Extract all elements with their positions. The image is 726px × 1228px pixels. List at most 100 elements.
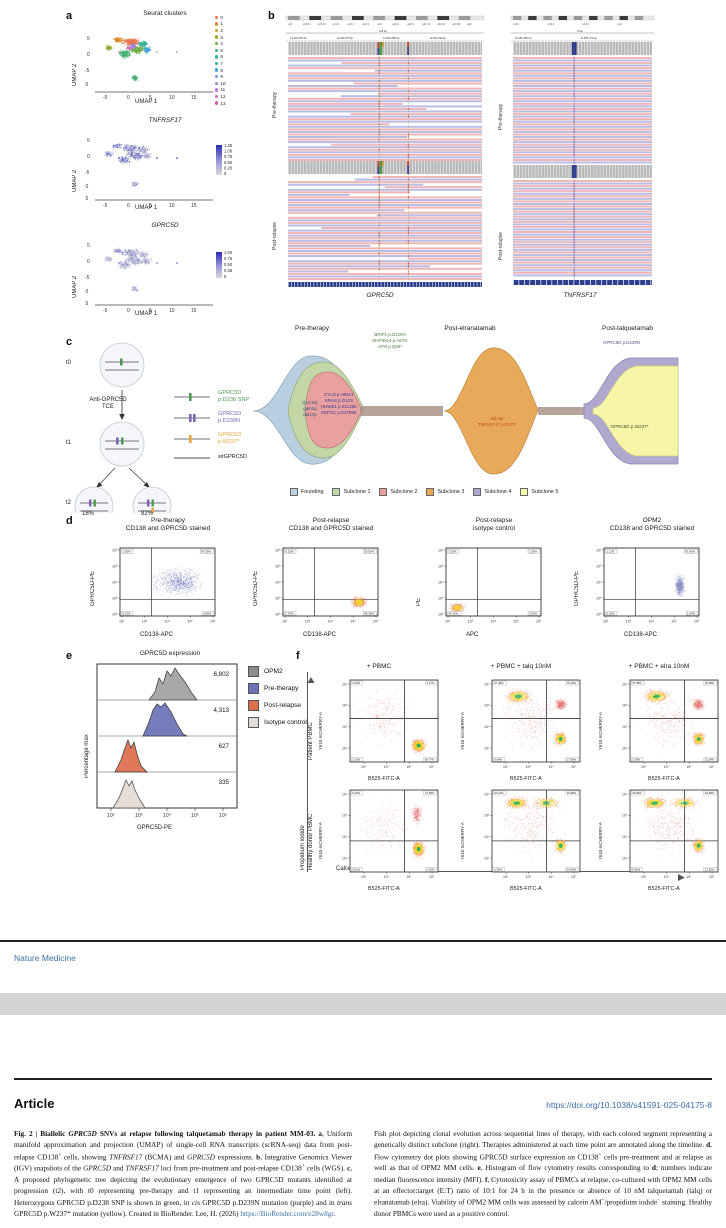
umap-legend-item[interactable]: 4	[215, 40, 249, 47]
umap-gprc5d-title: GPRC5D	[151, 222, 179, 229]
cytotox-xtick: 10⁶	[406, 765, 412, 769]
caption-column-2: Fish plot depicting clonal evolution acr…	[374, 1128, 712, 1219]
annot-founding-2: del17p	[303, 411, 317, 417]
doi-link[interactable]: https://doi.org/10.1038/s41591-025-04175…	[546, 1100, 712, 1110]
tree-legend-item: GPRC5D p.D238 SNP	[172, 390, 249, 404]
cytotox-xlabel: B525-FITC-A	[510, 886, 542, 892]
annot-founding-1: gain1q	[303, 405, 317, 411]
dotplot-title: OPM2 CD138 and GPRC5D stained	[582, 517, 722, 533]
dotplot-ytick: 10⁴	[596, 580, 602, 584]
dotplot-title-line1: OPM2	[642, 517, 662, 524]
legend-dot-icon	[215, 88, 219, 92]
tree-legend-label: GPRC5D	[218, 410, 242, 417]
igv-tnfrsf17-row-pre: Pre-therapy	[498, 103, 504, 130]
colorbar-tick: 1.25	[224, 143, 233, 148]
svg-text:-5: -5	[85, 275, 90, 281]
allele-glyph-icon	[174, 434, 210, 443]
umap-tnfrsf17-plot: -5 0 5 10 15 5 0 -5 -10 -15	[85, 138, 213, 208]
umap-legend-item[interactable]: 12	[215, 93, 249, 100]
caption-link[interactable]: https://BioRender.com/e28w8gr	[240, 1208, 334, 1218]
cytotox-row-title: Patient PBMC	[308, 722, 314, 760]
cytotox-ytick: 10⁴	[622, 725, 628, 729]
umap-legend-label: 3	[220, 34, 223, 40]
hist-legend-swatch-icon	[248, 717, 259, 728]
quadrant-percent: 0.55%	[529, 612, 538, 616]
cytotox-ytick: 10⁴	[484, 725, 490, 729]
umap-legend-item[interactable]: 7	[215, 60, 249, 67]
caption-italic: TNFRSF17	[125, 1163, 159, 1173]
journal-name[interactable]: Nature Medicine	[14, 953, 76, 963]
dotplot-title-line1: Post-relapse	[475, 517, 513, 524]
umap-legend-item[interactable]: 5	[215, 47, 249, 54]
caption-superscript: +	[58, 1151, 62, 1158]
svg-text:0: 0	[87, 259, 90, 265]
dotplot-xtick: 10²	[282, 619, 288, 623]
colorbar-tick: 1.00	[224, 250, 233, 255]
cytotox-xtick: 10⁴	[641, 875, 647, 879]
svg-text:15: 15	[191, 95, 197, 100]
cytotox-ytick: 10⁴	[622, 835, 628, 839]
dotplot-ytick: 10²	[596, 612, 602, 616]
cytotox-ylabel: Y610-mCHERRY-A	[598, 712, 603, 750]
dotplot-title-line2: isotype control	[473, 525, 515, 533]
hist-legend-item: OPM2	[248, 666, 307, 677]
colorbar-tick: 0.25	[224, 268, 233, 273]
legend-dot-icon	[215, 74, 219, 79]
igv-ideogram-band: q22.1	[393, 22, 400, 26]
quadrant-percent: 96.16%	[449, 612, 459, 616]
dotplot-title: Post-relapse CD138 and GPRC5D stained	[261, 517, 401, 533]
fish-legend-item: Subclone 5	[520, 488, 558, 496]
cytotox-ytick: 10⁵	[342, 704, 348, 708]
cytotox-dotplot: 47.39% 19.16% 3.04% 27.90% 10⁴ 10⁵ 10⁶ 10⁷ 10⁶ 10…	[484, 679, 581, 769]
umap-legend-item[interactable]: 8	[215, 67, 249, 74]
umap-legend-item[interactable]: 2	[215, 27, 249, 34]
umap-legend-label: 0	[220, 14, 223, 20]
svg-text:5: 5	[87, 138, 90, 144]
cytotox-xtick: 10⁷	[709, 765, 715, 769]
hist-legend: OPM2 Pre-therapy Post-relapse Isotype contr…	[248, 666, 307, 734]
t2-fraction-right: 82%	[141, 511, 154, 517]
umap-legend-item[interactable]: 10	[215, 80, 249, 87]
dotplot-xtick: 10⁵	[671, 619, 677, 623]
dotplot-xtick: 10³	[142, 619, 148, 623]
umap-legend-item[interactable]: 0	[215, 14, 249, 21]
hist-xtick: 10⁶	[219, 813, 227, 819]
quadrant-percent: 69.36%	[364, 612, 374, 616]
dotplot-ytick: 10³	[275, 596, 281, 600]
umap-legend-item[interactable]: 3	[215, 34, 249, 41]
umap-legend-item[interactable]: 1	[215, 21, 249, 28]
cytotox-xtick: 10⁴	[361, 875, 367, 879]
legend-dot-icon	[215, 61, 219, 66]
fish-legend-item: Founding	[290, 488, 323, 496]
figure-caption: Fig. 2 | Biallelic GPRC5D SNVs at relaps…	[14, 1128, 712, 1219]
cytotox-xlabel: B525-FITC-A	[648, 776, 680, 782]
caption-bold: b	[256, 1152, 261, 1162]
panel-label-f: f	[296, 650, 300, 662]
umap-legend-item[interactable]: 9	[215, 73, 249, 80]
cytotox-quadrant-percent: 2.49%	[352, 681, 360, 685]
umap-legend-item[interactable]: 13	[215, 100, 249, 107]
dotplot-xtick: 10³	[468, 619, 474, 623]
umap-legend-label: 10	[220, 80, 226, 86]
cytotox-xtick: 10⁵	[664, 875, 670, 879]
dotplot-1: 0.15% 29.50% 0.97% 69.36% 10² 10³ 10⁴ 10⁵ 10⁶ 10⁶…	[275, 547, 379, 623]
allele-glyph-icon	[174, 457, 210, 459]
dotplot-title: Post-relapse isotype control	[424, 517, 564, 533]
panel-label-b: b	[268, 10, 275, 22]
legend-dot-icon	[215, 22, 219, 26]
treatment-line2: TCE	[102, 404, 114, 411]
cytotox-xlabel: B525-FITC-A	[368, 776, 400, 782]
timepoint-t2: t2	[66, 500, 72, 506]
hist-legend-item: Pre-therapy	[248, 683, 307, 694]
caption-bold: d	[706, 1140, 711, 1150]
svg-text:15: 15	[191, 203, 197, 208]
cytotox-quadrant-percent: 19.16%	[567, 681, 577, 685]
legend-dot-icon	[215, 68, 219, 72]
dotplot-ytick: 10⁴	[438, 580, 444, 584]
cytotox-quadrant-percent: 74.39%	[425, 791, 435, 795]
legend-dot-icon	[215, 28, 219, 33]
umap-legend-item[interactable]: 6	[215, 54, 249, 61]
colorbar-tick: 0.25	[224, 165, 233, 170]
umap-legend-item[interactable]: 11	[215, 87, 249, 94]
igv-gprc5d-track: p13 q13.11 q13.13 q13.2 q14.1 q14.2 q21 q22.1 q2…	[280, 14, 490, 304]
